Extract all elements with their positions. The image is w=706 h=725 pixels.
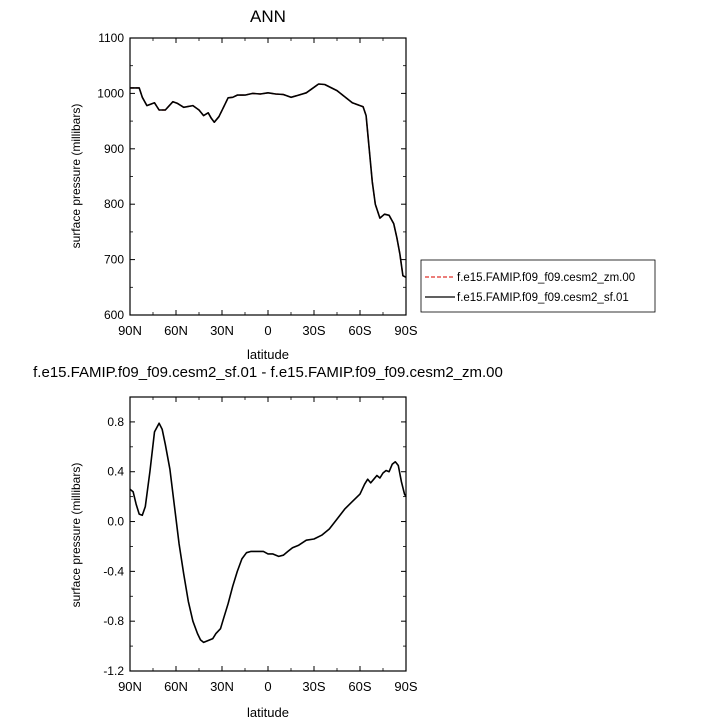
series-line-difference — [129, 422, 407, 644]
x-tick-label: 0 — [264, 323, 271, 338]
x-tick-label: 60S — [348, 323, 371, 338]
y-tick-label: 0.8 — [107, 415, 124, 429]
bottom-ylabel: surface pressure (millibars) — [69, 463, 83, 608]
legend-label-sf01: f.e15.FAMIP.f09_f09.cesm2_sf.01 — [457, 292, 629, 304]
top-ylabel: surface pressure (millibars) — [69, 104, 83, 249]
x-tick-label: 60N — [164, 679, 188, 694]
bottom-plot-frame — [129, 396, 407, 672]
top-series-lines — [130, 83, 407, 279]
series-line-sf01 — [130, 83, 407, 279]
x-tick-label: 60S — [348, 679, 371, 694]
x-tick-label: 90S — [394, 679, 417, 694]
top-axis-ticks: 90N 60N 30N 0 30S 60S 90S 600 700 800 900 1000 1100 — [97, 31, 418, 338]
top-plot-frame — [129, 37, 407, 316]
y-tick-label: 900 — [104, 142, 124, 156]
x-tick-label: 90N — [118, 323, 142, 338]
bottom-series-lines — [129, 422, 407, 644]
top-panel: ANN surface pressure (millibars) latitud… — [69, 7, 656, 362]
y-tick-label: -0.8 — [103, 614, 124, 628]
x-tick-label: 30S — [302, 679, 325, 694]
legend: f.e15.FAMIP.f09_f09.cesm2_zm.00 f.e15.FA… — [420, 259, 656, 313]
x-tick-label: 30S — [302, 323, 325, 338]
bottom-axis-ticks: 90N 60N 30N 0 30S 60S 90S -1.2 -0.8 -0.4 0.0 0.4 0.8 — [103, 397, 418, 694]
top-chart-title: ANN — [250, 7, 286, 26]
y-tick-label: 700 — [104, 253, 124, 267]
y-tick-label: 1000 — [97, 86, 124, 100]
y-tick-label: 1100 — [98, 31, 124, 45]
x-tick-label: 90S — [394, 323, 417, 338]
legend-label-zm00: f.e15.FAMIP.f09_f09.cesm2_zm.00 — [457, 272, 635, 284]
y-tick-label: -0.4 — [103, 564, 124, 578]
bottom-chart-title: f.e15.FAMIP.f09_f09.cesm2_sf.01 - f.e15.… — [33, 364, 503, 381]
x-tick-label: 30N — [210, 679, 234, 694]
y-tick-label: 0.4 — [107, 465, 124, 479]
legend-box — [420, 259, 656, 313]
x-tick-label: 0 — [264, 679, 271, 694]
top-xlabel: latitude — [247, 347, 289, 362]
x-tick-label: 60N — [164, 323, 188, 338]
bottom-panel: f.e15.FAMIP.f09_f09.cesm2_sf.01 - f.e15.… — [33, 364, 503, 720]
y-tick-label: 600 — [104, 308, 124, 322]
y-tick-label: 0.0 — [107, 515, 124, 529]
bottom-xlabel: latitude — [247, 705, 289, 720]
y-tick-label: 800 — [104, 197, 124, 211]
x-tick-label: 90N — [118, 679, 142, 694]
y-tick-label: -1.2 — [103, 664, 124, 678]
x-tick-label: 30N — [210, 323, 234, 338]
